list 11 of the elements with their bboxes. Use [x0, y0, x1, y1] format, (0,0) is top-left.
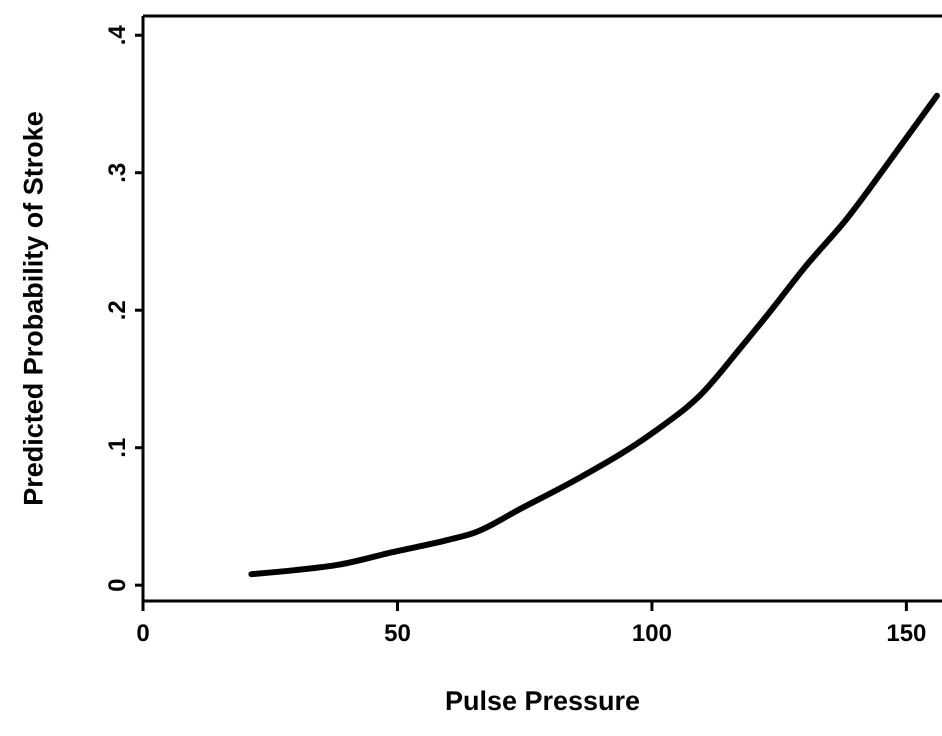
- y-axis-title: Predicted Probability of Stroke: [18, 111, 49, 506]
- x-tick-label: 50: [384, 620, 411, 647]
- y-tick-label: .4: [104, 24, 131, 46]
- y-tick-label: .2: [104, 300, 131, 320]
- x-tick-label: 100: [632, 620, 672, 647]
- x-axis-title: Pulse Pressure: [444, 686, 640, 716]
- x-tick-label: 0: [136, 620, 150, 647]
- x-tick-label: 150: [886, 620, 926, 647]
- y-tick-label: .3: [104, 162, 131, 183]
- y-tick-label: 0: [104, 578, 131, 592]
- y-tick-label: .1: [104, 438, 131, 458]
